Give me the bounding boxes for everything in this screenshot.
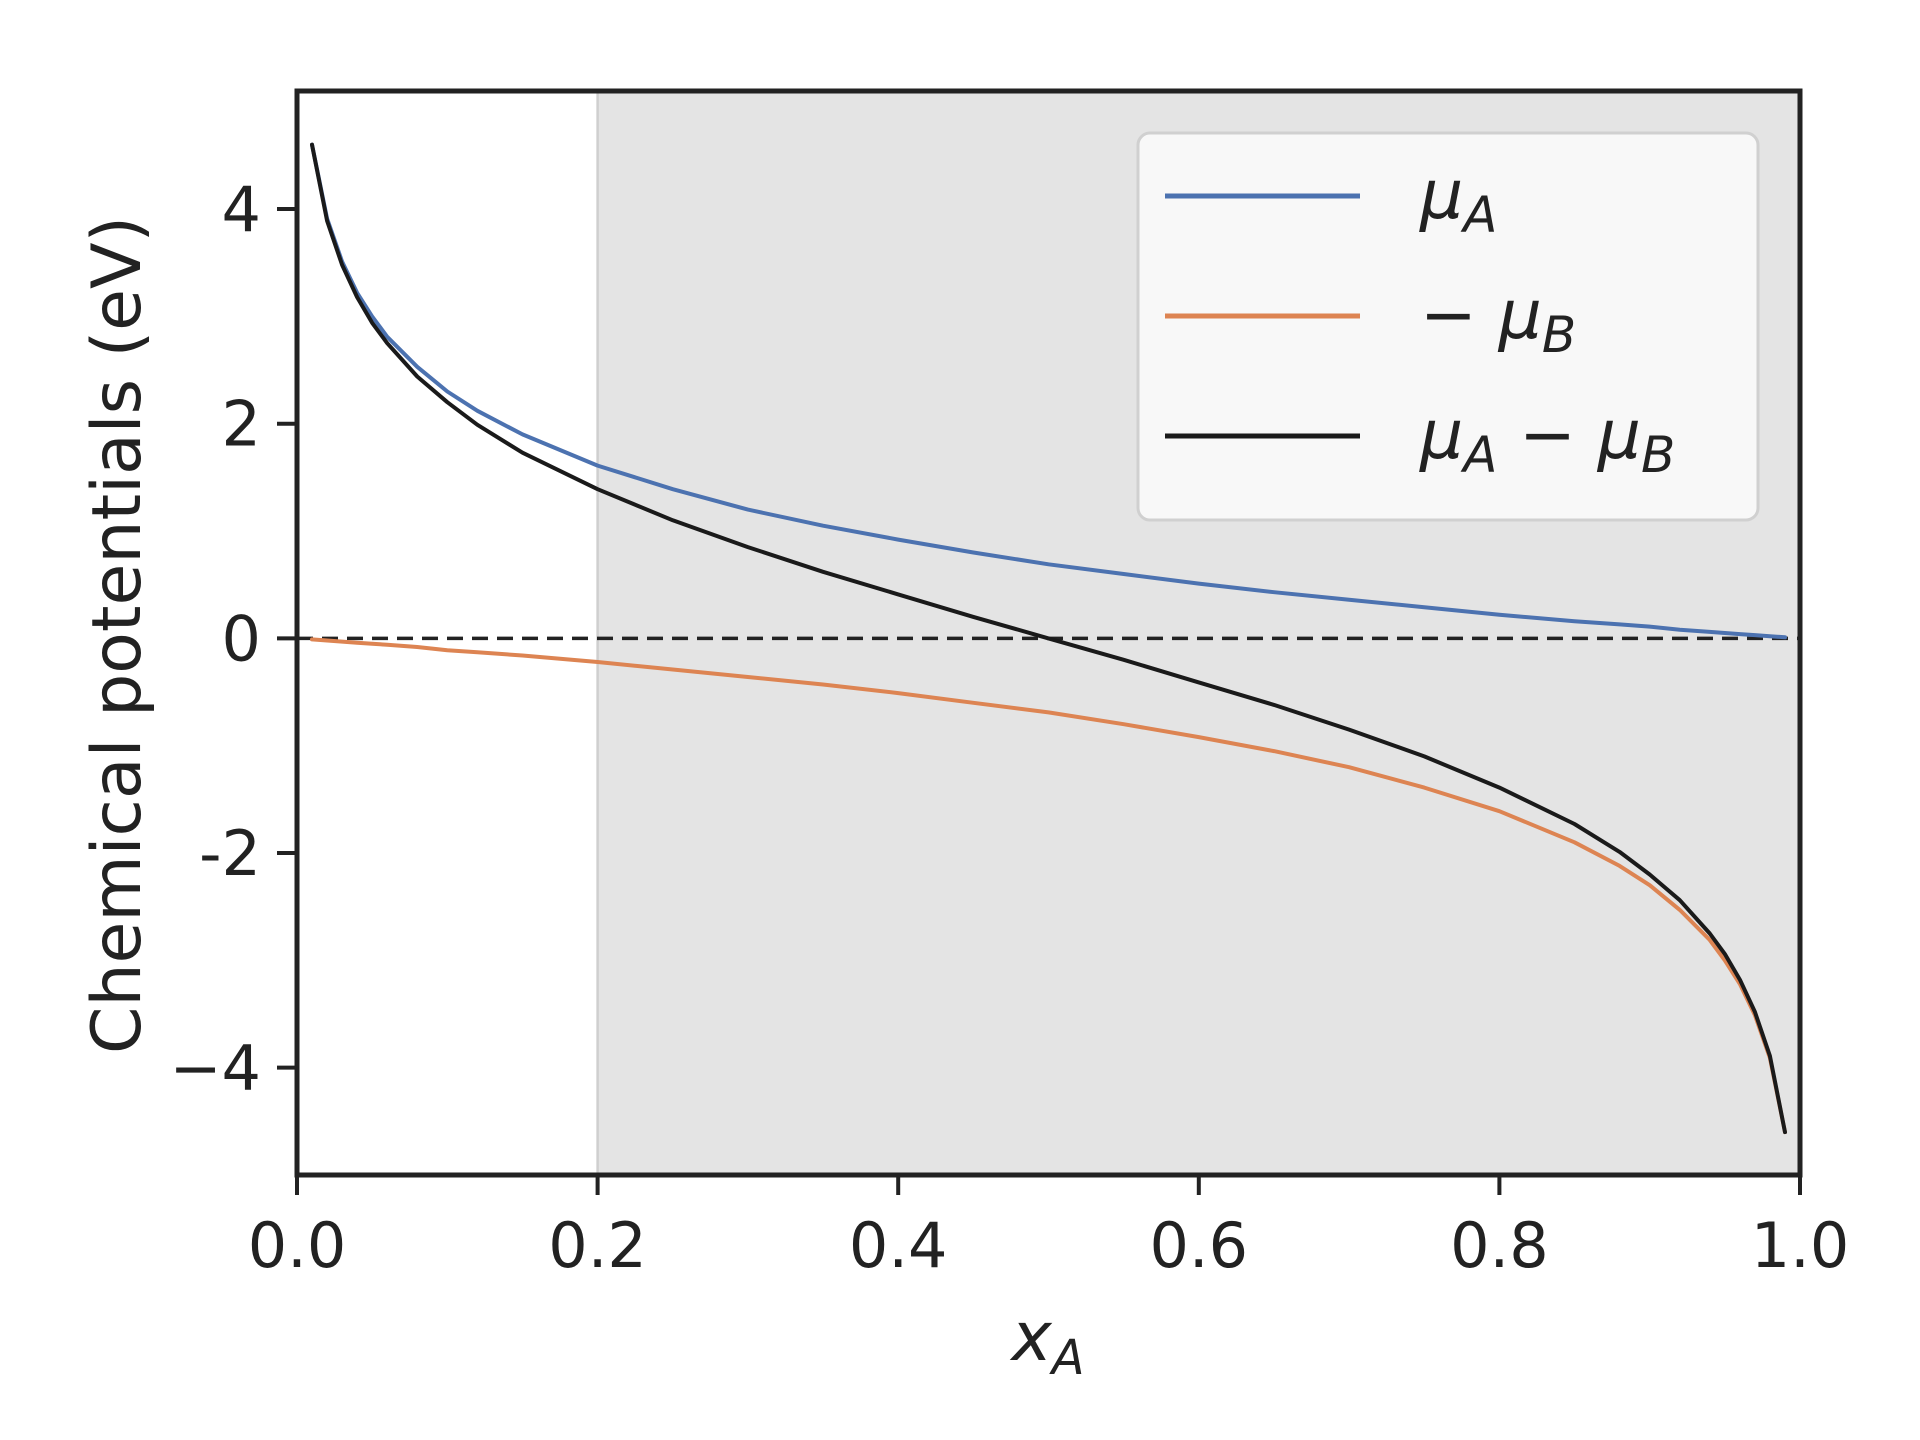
x-axis-ticks: 0.0 0.2 0.4 0.6 0.8 1.0 <box>248 1175 1850 1282</box>
legend-label-2: − μB <box>1420 276 1576 364</box>
legend-label-3: μA − μB <box>1419 396 1675 484</box>
x-axis-label: xA <box>1009 1298 1084 1386</box>
series-line-1 <box>310 142 1787 640</box>
series-layer <box>310 142 1787 1135</box>
x-tick-label: 0.8 <box>1450 1209 1549 1282</box>
y-tick-label: 0 <box>222 602 261 675</box>
x-tick-label: 0.4 <box>849 1209 948 1282</box>
legend-label-1: μA <box>1419 156 1497 244</box>
x-axis-label-sub: A <box>1049 1330 1085 1386</box>
x-tick-label: 1.0 <box>1751 1209 1850 1282</box>
series-line-2 <box>310 637 1787 1135</box>
plot-frame <box>294 88 1803 1178</box>
plot-frame-layer <box>294 88 1803 1178</box>
y-axis-label: Chemical potentials (eV) <box>78 216 157 1054</box>
y-axis-ticks: 4 2 0 -2 −4 <box>170 173 297 1105</box>
y-tick-label: -2 <box>199 817 261 890</box>
legend-box <box>1136 131 1760 522</box>
y-tick-label: −4 <box>170 1032 261 1105</box>
series-line-3 <box>310 142 1787 1135</box>
x-tick-label: 0.2 <box>548 1209 647 1282</box>
y-tick-label: 4 <box>222 173 261 246</box>
x-axis-label-main: x <box>1009 1298 1052 1377</box>
y-tick-label: 2 <box>222 388 261 461</box>
x-tick-label: 0.0 <box>248 1209 347 1282</box>
legend: μA − μB μA − μB <box>1136 131 1760 522</box>
x-tick-label: 0.6 <box>1149 1209 1248 1282</box>
